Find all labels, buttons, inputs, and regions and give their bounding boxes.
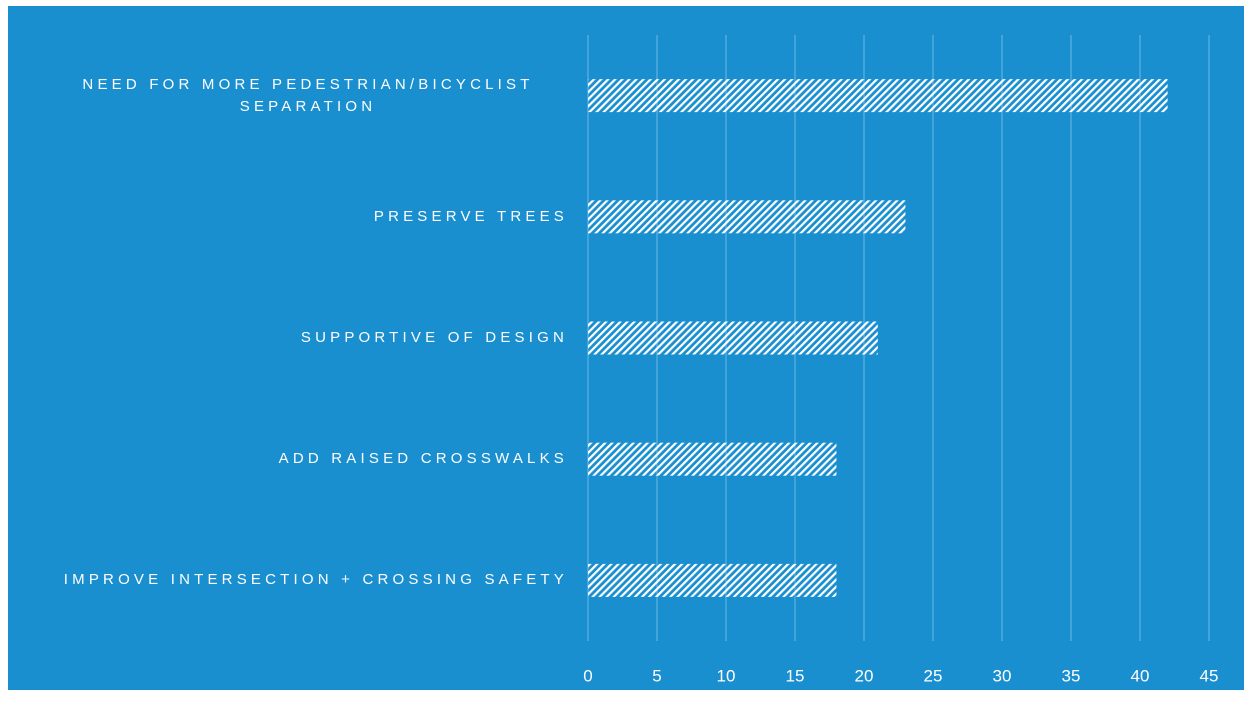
x-tick-label: 10 — [717, 666, 736, 685]
category-label-box: PRESERVE TREES — [0, 187, 568, 247]
x-tick-label: 15 — [786, 666, 805, 685]
bar — [588, 79, 1168, 113]
category-label-box: ADD RAISED CROSSWALKS — [0, 429, 568, 489]
y-tick-label: ADD RAISED CROSSWALKS — [278, 450, 568, 468]
category-label-box: SUPPORTIVE OF DESIGN — [0, 308, 568, 368]
x-tick-label: 30 — [993, 666, 1012, 685]
bar — [588, 442, 837, 476]
bar — [588, 321, 878, 355]
x-tick-label: 35 — [1062, 666, 1081, 685]
x-tick-label: 25 — [924, 666, 943, 685]
y-tick-label: IMPROVE INTERSECTION + CROSSING SAFETY — [63, 571, 568, 589]
x-tick-label: 20 — [855, 666, 874, 685]
bar — [588, 200, 906, 234]
category-label-box: IMPROVE INTERSECTION + CROSSING SAFETY — [0, 550, 568, 610]
x-tick-label: 0 — [583, 666, 592, 685]
x-tick-label: 40 — [1131, 666, 1150, 685]
y-tick-label: SUPPORTIVE OF DESIGN — [300, 329, 568, 346]
bar — [588, 563, 837, 597]
y-tick-label: NEED FOR MORE PEDESTRIAN/BICYCLIST SEPAR… — [82, 75, 534, 115]
x-tick-label: 5 — [652, 666, 661, 685]
x-tick-label: 45 — [1200, 666, 1219, 685]
category-label-box: NEED FOR MORE PEDESTRIAN/BICYCLIST SEPAR… — [0, 66, 568, 126]
y-tick-label: PRESERVE TREES — [373, 207, 568, 225]
